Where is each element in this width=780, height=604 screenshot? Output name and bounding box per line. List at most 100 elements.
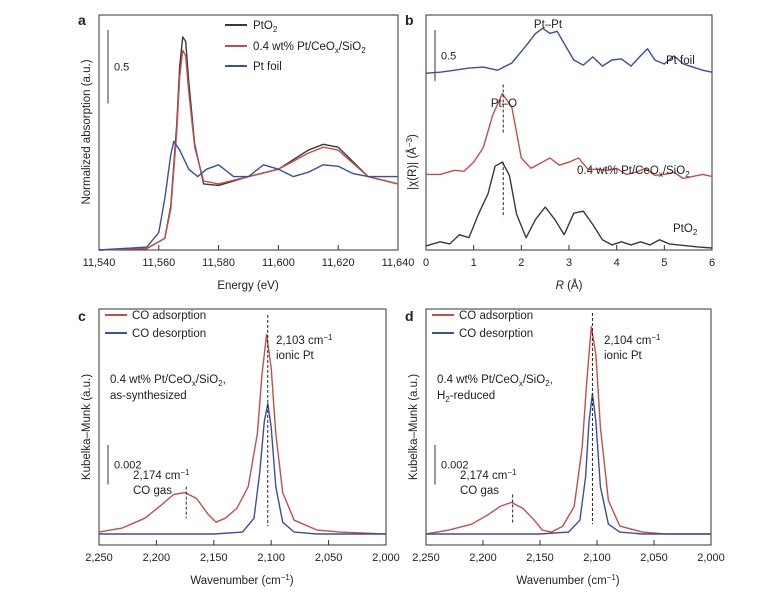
x-tick-label: 2,200	[469, 552, 497, 564]
scale-bar-label: 0.5	[114, 62, 129, 74]
panel-b-xlabel: R (Å)	[556, 279, 583, 292]
label-sample-line2: as-synthesized	[110, 390, 187, 402]
panel-c-letter: c	[78, 308, 86, 324]
panel-c-series	[98, 334, 387, 535]
panel-b-x-ticks: 0 1 2 3 4 5 6	[423, 245, 715, 269]
label-pt-pt: Pt–Pt	[534, 19, 563, 31]
legend-label-co-adsorption: CO adsorption	[132, 310, 206, 322]
label-sample-line2: H2-reduced	[437, 390, 495, 404]
x-tick-label: 5	[661, 257, 667, 269]
series-line-co-adsorption	[425, 326, 711, 535]
x-tick-label: 2,250	[412, 552, 440, 564]
panel-d-frame	[425, 308, 712, 546]
panel-d-x-ticks: 2,250 2,200 2,150 2,100 2,050 2,000	[412, 540, 725, 564]
series-line-pto2	[98, 36, 399, 251]
series-line-co-adsorption	[98, 334, 387, 535]
panel-a-legend: PtO2 0.4 wt% Pt/CeOx/SiO2 Pt foil	[225, 20, 366, 73]
x-tick-label: 1	[471, 257, 477, 269]
scale-bar-label: 0.002	[114, 460, 142, 472]
panel-b-series	[425, 27, 713, 249]
x-tick-label: 0	[423, 257, 429, 269]
x-tick-label: 2	[518, 257, 524, 269]
series-line-pt-foil	[425, 27, 713, 74]
series-line-pt-foil	[98, 140, 398, 251]
x-tick-label: 2,000	[697, 552, 725, 564]
label-peak-ionic-pt-line2: ionic Pt	[604, 350, 643, 362]
label-peak-ionic-pt: 2,104 cm−1	[604, 333, 661, 347]
x-tick-label: 2,050	[315, 552, 343, 564]
x-tick-label: 6	[709, 257, 715, 269]
panel-b-scale-bar: 0.5	[434, 30, 456, 82]
panel-c-scale-bar: 0.002	[107, 445, 142, 485]
legend-label-pt-ceox: 0.4 wt% Pt/CeOx/SiO2	[253, 41, 366, 55]
panel-d-letter: d	[405, 308, 414, 324]
series-line-0-4-wt-pt-ceox-sio2	[98, 49, 399, 251]
panel-c: c 2,250 2,200 2,150 2,100 2,050 2,000 0.002 K…	[78, 308, 400, 587]
label-co-gas: 2,174 cm−1	[133, 468, 190, 482]
label-co-gas-line2: CO gas	[460, 485, 499, 497]
panel-c-xlabel: Wavenumber (cm−1)	[190, 573, 293, 587]
panel-d-series	[425, 326, 711, 535]
scale-bar-label: 0.5	[441, 51, 456, 63]
x-tick-label: 2,100	[583, 552, 611, 564]
x-tick-label: 2,150	[200, 552, 228, 564]
x-tick-label: 2,150	[526, 552, 554, 564]
legend-label-co-desorption: CO desorption	[459, 328, 533, 340]
x-tick-label: 2,100	[257, 552, 285, 564]
panel-b: b 0 1 2 3 4 5 6 0.5 |χ(R)| (Å−3) R (Å) Pt–Pt P…	[405, 12, 715, 292]
panel-d-legend: CO adsorption CO desorption	[432, 310, 533, 340]
label-pt-ceox: 0.4 wt% Pt/CeOx/SiO2	[577, 165, 690, 179]
x-tick-label: 2,250	[85, 552, 113, 564]
label-pto2: PtO2	[673, 223, 698, 237]
series-line-0-4-wt-pt-ceox-sio2	[426, 92, 713, 180]
legend-label-co-desorption: CO desorption	[132, 328, 206, 340]
x-tick-label: 11,600	[262, 257, 295, 269]
label-pt-o: Pt–O	[491, 98, 517, 110]
panel-b-frame	[425, 14, 713, 251]
panel-a-ylabel: Normalized absorption (a.u.)	[81, 59, 93, 204]
panel-a-frame	[98, 14, 399, 251]
panel-d-scale-bar: 0.002	[434, 445, 469, 485]
panel-c-x-ticks: 2,250 2,200 2,150 2,100 2,050 2,000	[85, 540, 400, 564]
legend-label-pt-foil: Pt foil	[253, 61, 282, 73]
x-tick-label: 11,560	[142, 257, 175, 269]
x-tick-label: 11,620	[322, 257, 355, 269]
series-line-pto2	[425, 161, 713, 249]
label-sample: 0.4 wt% Pt/CeOx/SiO2,	[110, 374, 226, 388]
panel-d-peak-markers	[512, 312, 593, 525]
panel-c-ylabel: Kubelka–Munk (a.u.)	[81, 374, 93, 480]
legend-label-pto2: PtO2	[253, 20, 278, 34]
x-tick-label: 4	[614, 257, 620, 269]
panel-a: a 11,540 11,560 11,580 11,600 11,620 11,640 0…	[78, 12, 414, 292]
x-tick-label: 11,540	[83, 257, 116, 269]
panel-b-ylabel: |χ(R)| (Å−3)	[405, 134, 419, 190]
panel-a-series	[98, 36, 399, 251]
panel-a-letter: a	[78, 12, 86, 28]
panel-d: d 2,250 2,200 2,150 2,100 2,050 2,000 0.002 K…	[405, 308, 725, 587]
legend-label-co-adsorption: CO adsorption	[459, 310, 533, 322]
panel-c-frame	[98, 308, 387, 546]
scale-bar-label: 0.002	[441, 460, 469, 472]
series-line-co-desorption	[99, 403, 386, 535]
label-pt-foil: Pt foil	[666, 55, 695, 67]
x-tick-label: 2,200	[143, 552, 171, 564]
panel-d-xlabel: Wavenumber (cm−1)	[516, 573, 619, 587]
label-co-gas-line2: CO gas	[133, 485, 172, 497]
label-sample: 0.4 wt% Pt/CeOx/SiO2,	[437, 374, 553, 388]
x-tick-label: 2,050	[640, 552, 668, 564]
panel-a-x-ticks: 11,540 11,560 11,580 11,600 11,620 11,640	[83, 245, 415, 269]
panel-a-xlabel: Energy (eV)	[217, 280, 279, 292]
series-line-co-desorption	[426, 393, 711, 535]
x-tick-label: 11,640	[382, 257, 415, 269]
x-tick-label: 3	[566, 257, 572, 269]
label-co-gas: 2,174 cm−1	[460, 468, 517, 482]
panel-b-letter: b	[405, 12, 414, 28]
panel-c-peak-markers	[185, 314, 269, 527]
x-tick-label: 2,000	[372, 552, 400, 564]
panel-c-legend: CO adsorption CO desorption	[105, 310, 206, 340]
panel-a-scale-bar: 0.5	[107, 30, 129, 104]
label-peak-ionic-pt-line2: ionic Pt	[276, 350, 315, 362]
panel-d-ylabel: Kubelka–Munk (a.u.)	[408, 374, 420, 480]
x-tick-label: 11,580	[202, 257, 235, 269]
